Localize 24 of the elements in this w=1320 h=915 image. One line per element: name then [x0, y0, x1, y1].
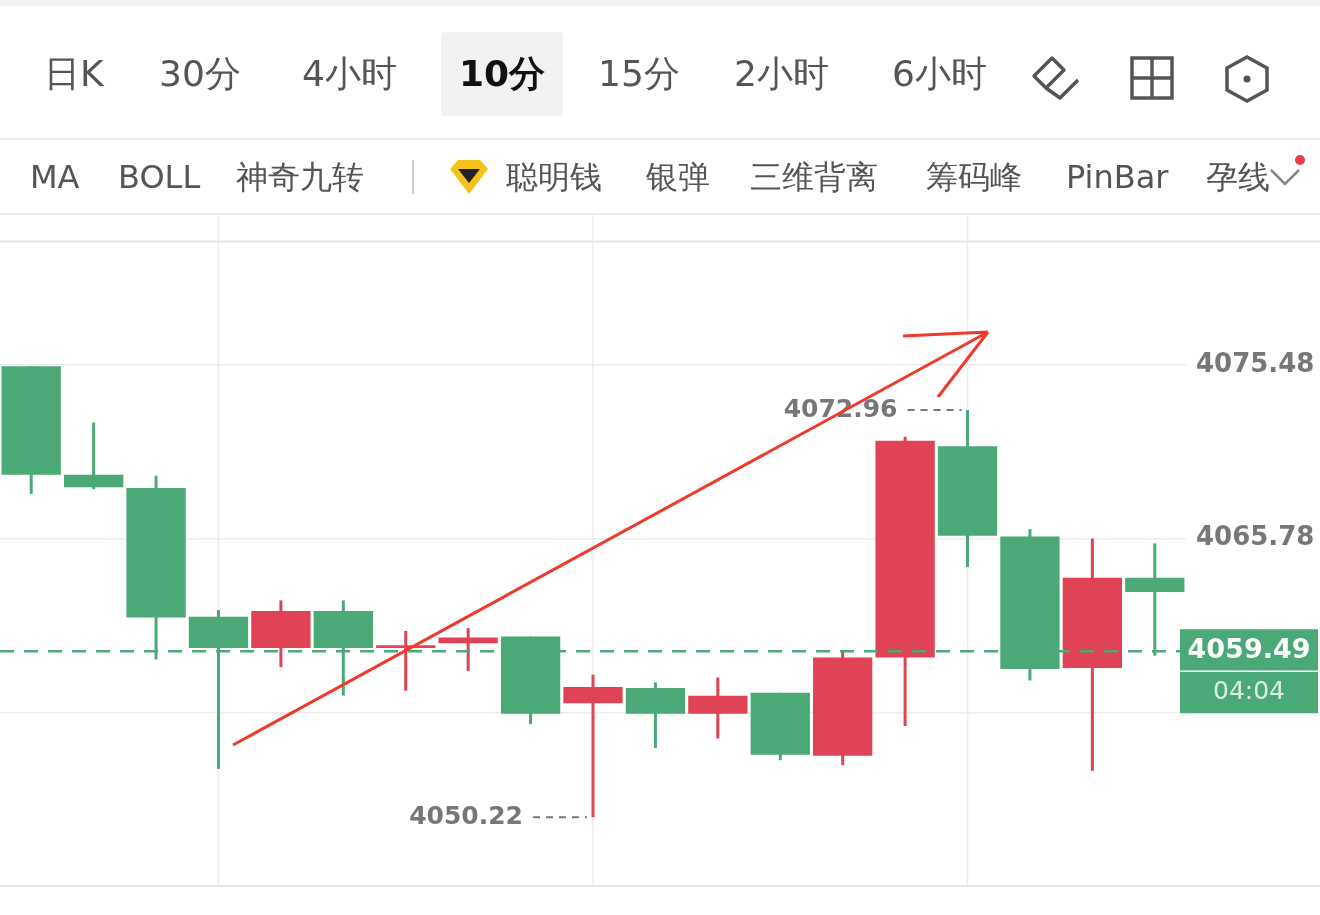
text: 6小时 — [891, 52, 988, 96]
text: 10分 — [441, 32, 564, 116]
text: 04:04 — [1212, 675, 1286, 705]
text: PinBar — [1066, 157, 1169, 198]
text: 筹码峰 — [926, 157, 1022, 198]
text: 日K — [43, 52, 105, 96]
text: 神奇九转 — [236, 157, 364, 198]
text: 三维背离 — [750, 157, 878, 198]
text: BOLL — [118, 157, 201, 198]
text: 孕线 — [1206, 157, 1270, 198]
ref-line-label: 4059.49 — [1187, 633, 1311, 665]
text: 2小时 — [733, 52, 830, 96]
candlestick — [63, 422, 124, 491]
y-tick-label: 4075.48 — [1196, 347, 1315, 378]
annotation: 4050.22 — [409, 800, 523, 830]
text: 聪明钱 — [506, 157, 602, 198]
text: 30分 — [158, 52, 242, 96]
text: 银弹 — [646, 157, 710, 198]
candlestick — [376, 630, 436, 691]
y-tick-label: 4065.78 — [1196, 521, 1315, 552]
text: 15分 — [597, 52, 681, 96]
candlestick — [563, 674, 623, 819]
text: 4小时 — [301, 52, 398, 96]
text: MA — [30, 157, 80, 198]
